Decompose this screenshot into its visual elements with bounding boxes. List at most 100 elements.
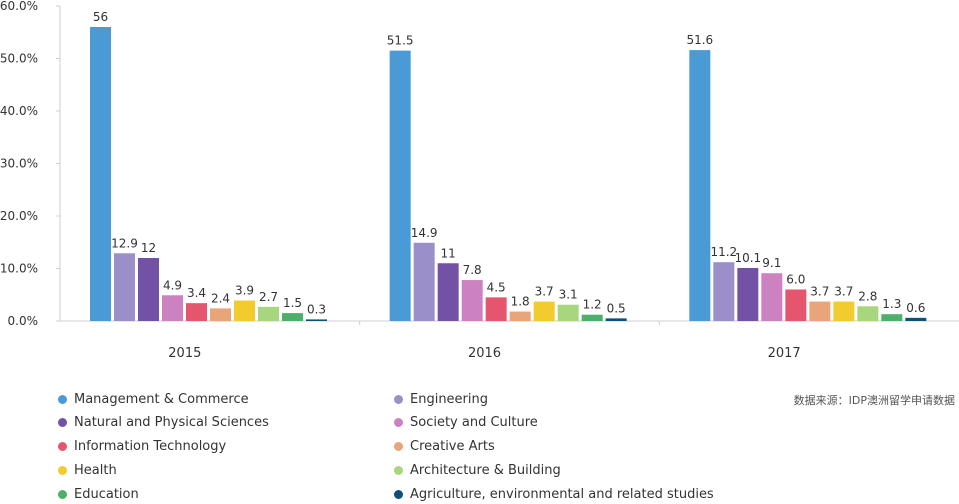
legend-item: Society and Culture [394,415,538,430]
bar [605,318,627,321]
bar [389,50,411,321]
legend: Management & Commerce Engineering Natural … [0,388,959,504]
legend-swatch [58,466,67,475]
data-label: 2.8 [858,289,877,303]
y-tick-label: 40.0% [0,104,38,118]
data-label: 1.2 [583,298,602,312]
data-label: 51.6 [686,33,713,47]
data-label: 11.2 [710,245,737,259]
data-label: 10.1 [734,251,761,265]
legend-item: Information Technology [58,439,226,454]
bar [234,300,255,321]
data-label: 3.4 [187,286,206,300]
bar [258,306,279,321]
bar [809,301,831,321]
legend-swatch [394,466,403,475]
bar [210,308,231,321]
y-tick-label: 50.0% [0,52,38,66]
data-label: 0.5 [607,301,626,315]
legend-label: Creative Arts [410,439,495,454]
bar [881,314,903,321]
y-tick-label: 20.0% [0,209,38,223]
bar [114,253,135,321]
data-label: 11 [441,246,456,260]
legend-item: Architecture & Building [394,463,561,478]
legend-swatch [394,395,403,404]
data-label: 0.6 [906,301,925,315]
bar [413,242,435,321]
bar [905,317,927,321]
data-label: 4.5 [487,280,506,294]
data-label: 3.7 [834,285,853,299]
data-label: 3.7 [810,285,829,299]
bar [689,50,711,321]
data-label: 2.7 [259,290,278,304]
legend-label: Education [74,487,139,502]
bar [581,314,603,321]
legend-swatch [58,418,67,427]
legend-label: Information Technology [74,439,227,454]
data-label: 14.9 [411,226,438,240]
legend-swatch [394,418,403,427]
bar [485,297,507,321]
legend-label: Management & Commerce [74,392,249,407]
bar [138,258,159,321]
legend-label: Natural and Physical Sciences [74,415,269,430]
y-tick-label: 0.0% [8,314,39,328]
legend-swatch [394,442,403,451]
data-label: 1.5 [283,296,302,310]
bar [306,319,327,321]
bar [857,306,879,321]
bar [557,304,579,321]
legend-label: Architecture & Building [410,463,561,478]
data-label: 3.7 [535,285,554,299]
legend-swatch [58,490,67,499]
data-label: 3.9 [235,284,254,298]
data-label: 1.8 [511,295,530,309]
bar [90,27,111,321]
data-label: 12 [141,241,156,255]
data-label: 12.9 [111,236,138,250]
data-label: 7.8 [463,263,482,277]
x-tick-label: 2016 [468,346,501,361]
legend-item: Engineering [394,392,488,407]
bar-chart: 0.0% 10.0% 20.0% 30.0% 40.0% 50.0% 60.0% 56 12.9… [0,0,959,361]
legend-swatch [58,442,67,451]
data-label: 4.9 [163,278,182,292]
data-label: 6.0 [786,273,805,287]
data-label: 3.1 [559,288,578,302]
bar [737,267,759,321]
legend-label: Society and Culture [410,415,538,430]
legend-label: Health [74,463,117,478]
bar [713,262,735,321]
source-note: 数据来源：IDP澳洲留学申请数据 [793,394,955,407]
bar [461,280,483,321]
x-tick-label: 2017 [768,346,801,361]
y-tick-label: 10.0% [0,262,38,276]
bar [785,289,807,321]
legend-label: Agriculture, environmental and related s… [410,487,714,502]
legend-item: Management & Commerce [58,392,249,407]
bar [509,311,531,321]
legend-item: Creative Arts [394,439,495,454]
bar [162,295,183,321]
legend-item: Agriculture, environmental and related s… [394,487,714,502]
data-label: 0.3 [307,302,326,316]
bar [186,303,207,321]
legend-label: Engineering [410,392,488,407]
legend-item: Health [58,463,117,478]
legend-swatch [58,395,67,404]
data-label: 1.3 [882,297,901,311]
y-tick-label: 30.0% [0,157,38,171]
legend-item: Education [58,487,139,502]
bar [533,301,555,321]
legend-swatch [394,490,403,499]
y-tick-label: 60.0% [0,0,38,13]
data-label: 2.4 [211,291,230,305]
bar [833,301,855,321]
data-label: 9.1 [762,256,781,270]
data-label: 51.5 [387,34,414,48]
bar [437,263,459,321]
data-label: 56 [93,10,108,24]
bar [761,273,783,321]
